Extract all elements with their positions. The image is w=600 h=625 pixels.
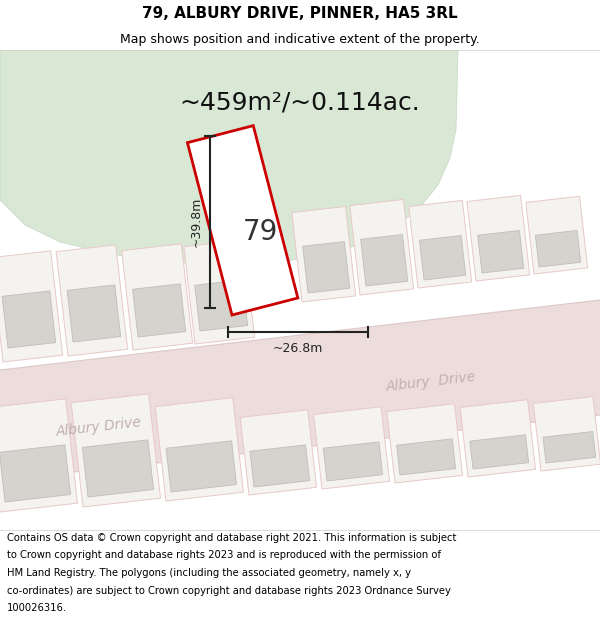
- Polygon shape: [314, 407, 389, 489]
- Polygon shape: [0, 300, 600, 480]
- Polygon shape: [470, 435, 529, 469]
- Polygon shape: [0, 445, 71, 502]
- Polygon shape: [323, 442, 383, 481]
- Text: HM Land Registry. The polygons (including the associated geometry, namely x, y: HM Land Registry. The polygons (includin…: [7, 568, 411, 578]
- Polygon shape: [133, 284, 185, 337]
- Polygon shape: [155, 398, 244, 501]
- Polygon shape: [292, 206, 356, 302]
- Polygon shape: [56, 245, 128, 356]
- Polygon shape: [478, 231, 524, 273]
- Polygon shape: [419, 236, 466, 280]
- Text: 79: 79: [243, 218, 278, 246]
- Polygon shape: [0, 251, 62, 362]
- Polygon shape: [409, 201, 472, 288]
- Polygon shape: [67, 285, 121, 342]
- Polygon shape: [122, 244, 193, 350]
- Polygon shape: [0, 399, 77, 512]
- Text: Albury  Drive: Albury Drive: [385, 370, 476, 394]
- Polygon shape: [82, 440, 154, 497]
- Polygon shape: [0, 50, 458, 265]
- Text: to Crown copyright and database rights 2023 and is reproduced with the permissio: to Crown copyright and database rights 2…: [7, 551, 441, 561]
- Polygon shape: [184, 240, 254, 344]
- Text: 100026316.: 100026316.: [7, 603, 67, 613]
- Text: Albury Drive: Albury Drive: [55, 415, 142, 439]
- Polygon shape: [397, 439, 455, 475]
- Text: ~26.8m: ~26.8m: [273, 342, 323, 355]
- Polygon shape: [2, 291, 56, 348]
- Polygon shape: [460, 400, 536, 477]
- Polygon shape: [533, 397, 600, 471]
- Text: Contains OS data © Crown copyright and database right 2021. This information is : Contains OS data © Crown copyright and d…: [7, 533, 457, 543]
- Polygon shape: [543, 431, 596, 463]
- Polygon shape: [361, 234, 408, 286]
- Text: Map shows position and indicative extent of the property.: Map shows position and indicative extent…: [120, 32, 480, 46]
- Polygon shape: [302, 241, 350, 293]
- Polygon shape: [350, 199, 413, 295]
- Text: ~39.8m: ~39.8m: [190, 197, 203, 247]
- Polygon shape: [467, 196, 530, 281]
- Polygon shape: [195, 280, 248, 331]
- Polygon shape: [387, 404, 463, 483]
- Polygon shape: [187, 126, 298, 315]
- Text: ~459m²/~0.114ac.: ~459m²/~0.114ac.: [179, 90, 421, 114]
- Polygon shape: [250, 445, 310, 487]
- Text: 79, ALBURY DRIVE, PINNER, HA5 3RL: 79, ALBURY DRIVE, PINNER, HA5 3RL: [142, 6, 458, 21]
- Polygon shape: [526, 196, 587, 274]
- Text: co-ordinates) are subject to Crown copyright and database rights 2023 Ordnance S: co-ordinates) are subject to Crown copyr…: [7, 586, 451, 596]
- Polygon shape: [166, 441, 236, 492]
- Polygon shape: [535, 231, 581, 267]
- Polygon shape: [71, 394, 160, 507]
- Polygon shape: [240, 410, 317, 495]
